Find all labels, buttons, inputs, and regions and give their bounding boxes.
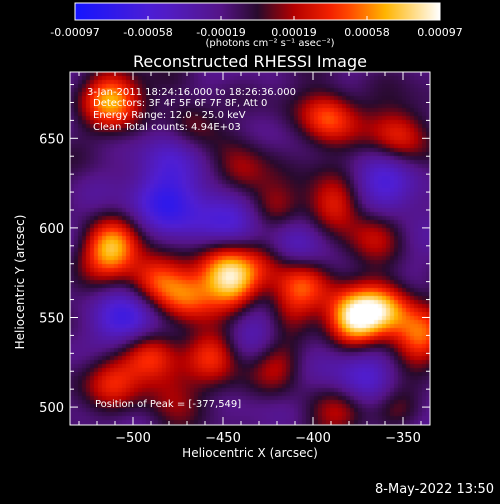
plot-frame — [69, 71, 431, 426]
annotation-line: Energy Range: 12.0 - 25.0 keV — [93, 110, 246, 121]
colorbar-tick-label: 0.00097 — [417, 26, 463, 39]
x-tick-label: −400 — [295, 431, 331, 446]
y-tick-label: 600 — [39, 222, 64, 237]
annotation-line: Clean Total counts: 4.94E+03 — [93, 122, 241, 133]
x-axis-label: Heliocentric X (arcsec) — [182, 446, 318, 460]
annotation-line: 3-Jan-2011 18:24:16.000 to 18:26:36.000 — [87, 87, 296, 98]
y-tick-label: 550 — [39, 311, 64, 326]
colorbar-tick-label: 0.00019 — [271, 26, 317, 39]
colorbar-tick-label: -0.00019 — [196, 26, 245, 39]
colorbar-tick-label: -0.00058 — [123, 26, 172, 39]
annotation-line: Detectors: 3F 4F 5F 6F 7F 8F, Att 0 — [93, 98, 267, 109]
x-tick-label: −350 — [385, 431, 421, 446]
y-axis-label: Heliocentric Y (arcsec) — [13, 214, 27, 350]
colorbar-tick-label: -0.00097 — [50, 26, 99, 39]
heatmap-image — [70, 72, 430, 425]
colorbar — [74, 2, 441, 21]
plot-datestamp: 8-May-2022 13:50 — [375, 482, 494, 497]
colorbar-tick-label: 0.00058 — [344, 26, 390, 39]
x-tick-label: −500 — [115, 431, 151, 446]
chart-title: Reconstructed RHESSI Image — [133, 52, 367, 71]
y-tick-label: 500 — [39, 401, 64, 416]
peak-position-label: Position of Peak = [-377,549] — [95, 399, 241, 410]
x-tick-label: −450 — [205, 431, 241, 446]
colorbar-units: (photons cm⁻² s⁻¹ asec⁻²) — [205, 38, 335, 49]
y-tick-label: 650 — [39, 132, 64, 147]
